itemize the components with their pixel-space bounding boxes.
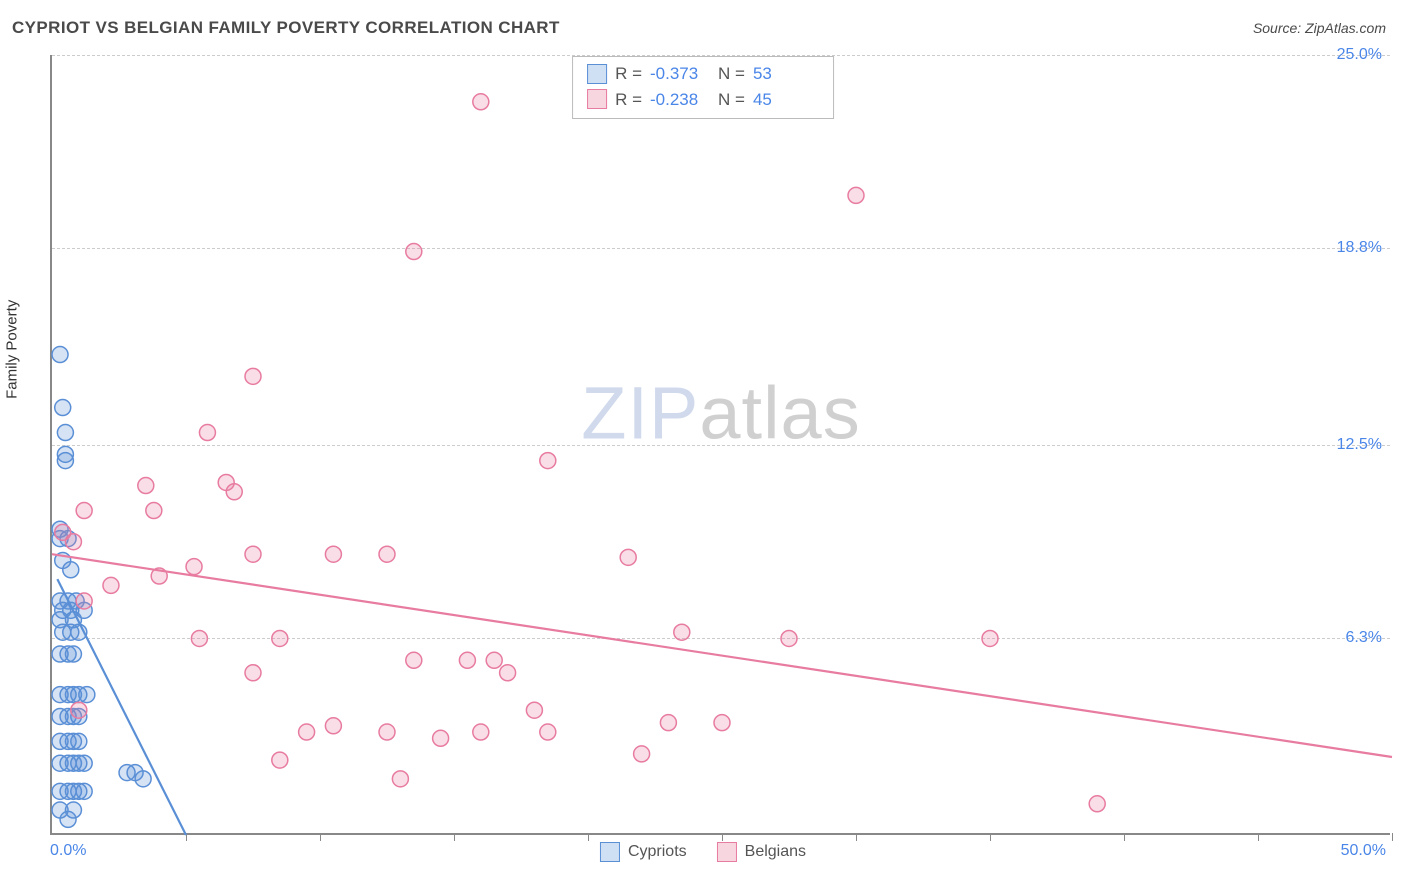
n-label: N = [718,61,745,87]
data-point [76,593,92,609]
data-point [781,630,797,646]
data-point [379,724,395,740]
legend-swatch [717,842,737,862]
x-axis-max-label: 50.0% [1341,842,1386,860]
stats-row: R = -0.373 N = 53 [587,61,813,87]
chart-container: CYPRIOT VS BELGIAN FAMILY POVERTY CORREL… [0,0,1406,892]
data-point [199,425,215,441]
data-point [406,652,422,668]
chart-title: CYPRIOT VS BELGIAN FAMILY POVERTY CORREL… [12,18,560,38]
data-point [325,546,341,562]
x-tick [1258,833,1259,841]
data-point [299,724,315,740]
data-point [65,646,81,662]
legend-item: Cypriots [600,842,687,862]
data-point [674,624,690,640]
n-value: 53 [753,61,813,87]
series-swatch [587,89,607,109]
data-point [57,425,73,441]
data-point [486,652,502,668]
data-point [71,624,87,640]
data-point [272,752,288,768]
y-axis-title: Family Poverty [4,300,21,399]
data-point [135,771,151,787]
n-value: 45 [753,87,813,113]
data-point [60,811,76,827]
data-point [103,577,119,593]
data-point [245,546,261,562]
data-point [55,400,71,416]
series-swatch [587,64,607,84]
r-label: R = [615,61,642,87]
data-point [76,503,92,519]
plot-area: ZIPatlas 6.3%12.5%18.8%25.0% [50,55,1390,835]
source-prefix: Source: [1253,20,1305,36]
series-legend: Cypriots Belgians [600,842,806,862]
stats-row: R = -0.238 N = 45 [587,87,813,113]
data-point [433,730,449,746]
data-point [325,718,341,734]
data-point [526,702,542,718]
data-point [1089,796,1105,812]
data-point [848,187,864,203]
data-point [459,652,475,668]
data-point [63,562,79,578]
data-point [151,568,167,584]
data-point [226,484,242,500]
x-tick [856,833,857,841]
source-attribution: Source: ZipAtlas.com [1253,20,1386,36]
data-point [620,549,636,565]
legend-label: Cypriots [628,843,687,861]
data-point [982,630,998,646]
data-point [660,715,676,731]
data-point [245,368,261,384]
data-point [191,630,207,646]
x-tick [454,833,455,841]
legend-item: Belgians [717,842,806,862]
data-point [500,665,516,681]
data-point [71,733,87,749]
source-name: ZipAtlas.com [1305,20,1386,36]
data-point [76,783,92,799]
data-point [473,724,489,740]
data-point [272,630,288,646]
data-point [71,702,87,718]
data-point [634,746,650,762]
legend-swatch [600,842,620,862]
data-point [714,715,730,731]
data-point [76,755,92,771]
data-point [146,503,162,519]
x-tick [588,833,589,841]
data-point [52,347,68,363]
x-tick [320,833,321,841]
data-point [57,453,73,469]
n-label: N = [718,87,745,113]
data-point [540,724,556,740]
x-tick [722,833,723,841]
data-point [406,244,422,260]
r-value: -0.238 [650,87,710,113]
x-tick [1124,833,1125,841]
data-point [379,546,395,562]
x-tick [1392,833,1393,841]
data-point [65,534,81,550]
x-axis-min-label: 0.0% [50,842,86,860]
legend-label: Belgians [745,843,806,861]
data-point [186,559,202,575]
data-point [392,771,408,787]
data-point [245,665,261,681]
data-point [473,94,489,110]
data-point [79,687,95,703]
correlation-legend: R = -0.373 N = 53 R = -0.238 N = 45 [572,56,834,119]
r-label: R = [615,87,642,113]
r-value: -0.373 [650,61,710,87]
data-point [138,478,154,494]
scatter-svg [52,55,1390,833]
x-tick [990,833,991,841]
data-point [540,453,556,469]
